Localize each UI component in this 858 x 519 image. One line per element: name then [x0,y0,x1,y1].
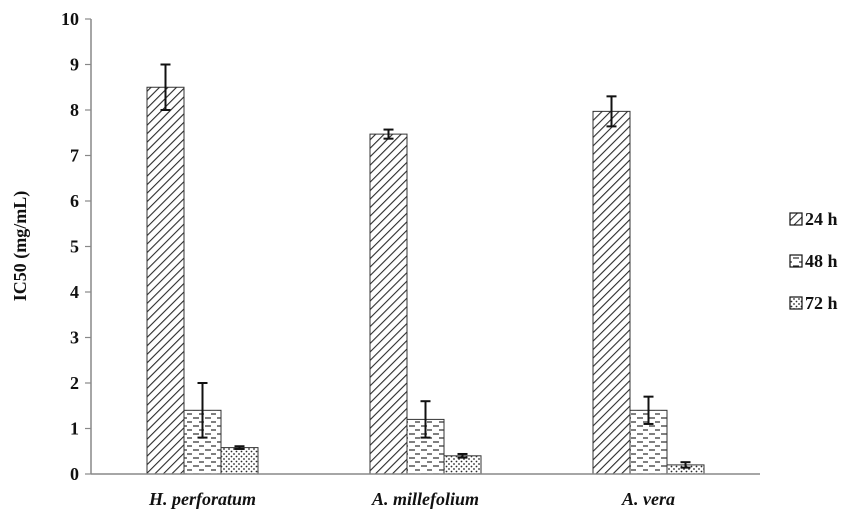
y-tick-label: 5 [70,237,79,257]
error-bar-h-perforatum-72-h [234,445,245,450]
y-tick-label: 2 [70,373,79,393]
error-bar-a-millefolium-48-h [420,400,431,439]
y-tick-label: 9 [70,55,79,75]
x-category-label: H. perforatum [148,489,256,509]
bar-h-perforatum-72-h [220,447,259,475]
legend-swatch-48-h [789,254,803,268]
y-axis-ticks: 0 1 2 3 4 5 6 7 8 9 10 [61,9,91,484]
y-tick-label: 8 [70,100,79,120]
error-bar-h-perforatum-24-h [160,63,171,111]
legend-swatch-24-h [789,212,803,226]
error-bar-a-vera-72-h [680,461,691,469]
legend-swatch-72-h [789,296,803,310]
error-bar-h-perforatum-48-h [197,382,208,439]
y-tick-label: 3 [70,328,79,348]
y-tick-label: 7 [70,146,79,166]
legend-label-72-h: 72 h [805,293,838,313]
y-tick-label: 4 [70,282,79,302]
error-bars-group [160,63,691,469]
y-tick-label: 10 [61,9,79,29]
error-bar-a-vera-24-h [606,95,617,128]
x-axis-category-labels: H. perforatum A. millefolium A. vera [148,489,675,509]
x-category-label: A. vera [621,489,675,509]
bar-a-millefolium-24-h [369,133,408,475]
y-tick-label: 6 [70,191,79,211]
y-tick-label: 1 [70,419,79,439]
error-bar-a-millefolium-72-h [457,452,468,459]
legend: 24 h 48 h 72 h [789,209,838,313]
bar-a-vera-24-h [592,110,631,475]
bar-h-perforatum-24-h [146,86,185,475]
bars-group [146,86,705,475]
legend-label-48-h: 48 h [805,251,838,271]
x-category-label: A. millefolium [371,489,479,509]
y-tick-label: 0 [70,464,79,484]
y-axis-title: IC50 (mg/mL) [10,191,31,302]
legend-label-24-h: 24 h [805,209,838,229]
error-bar-a-millefolium-24-h [383,128,394,140]
error-bar-a-vera-48-h [643,395,654,425]
axes [90,19,760,475]
